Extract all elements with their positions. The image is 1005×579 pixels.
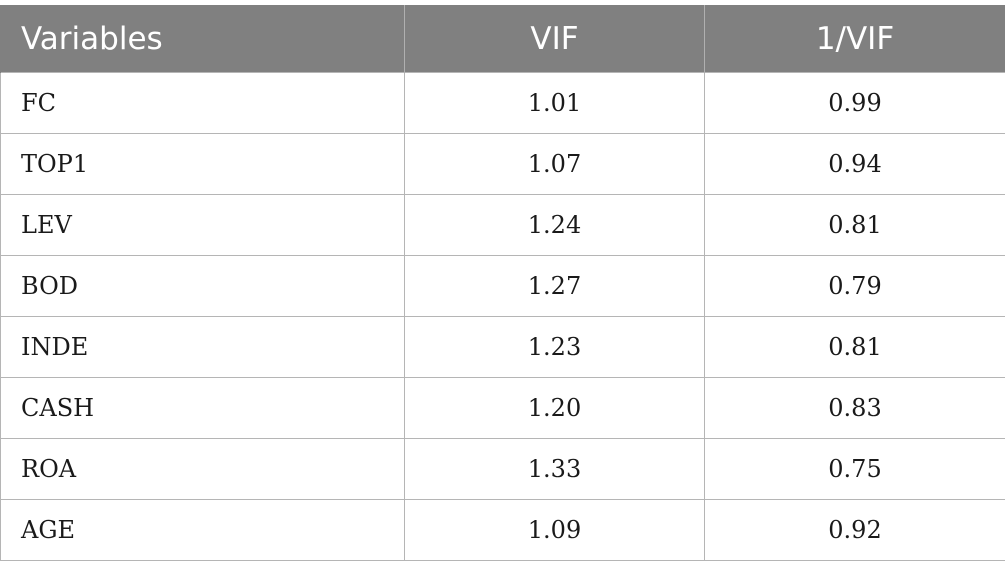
vif-table-container: Variables VIF 1/VIF FC 1.01 0.99 TOP1 1.… xyxy=(0,5,1005,561)
cell-inverse-vif: 0.92 xyxy=(704,499,1005,561)
cell-inverse-vif: 0.99 xyxy=(704,72,1005,134)
cell-variable: CASH xyxy=(0,377,405,439)
table-header: Variables VIF 1/VIF xyxy=(0,5,1005,73)
cell-variable: LEV xyxy=(0,194,405,256)
vif-table: Variables VIF 1/VIF FC 1.01 0.99 TOP1 1.… xyxy=(0,5,1005,561)
cell-inverse-vif: 0.75 xyxy=(704,438,1005,500)
table-body: FC 1.01 0.99 TOP1 1.07 0.94 LEV 1.24 0.8… xyxy=(0,72,1005,561)
table-row: CASH 1.20 0.83 xyxy=(0,377,1005,439)
cell-vif: 1.33 xyxy=(404,438,705,500)
cell-vif: 1.07 xyxy=(404,133,705,195)
cell-variable: BOD xyxy=(0,255,405,317)
header-variables: Variables xyxy=(0,5,405,73)
table-row: AGE 1.09 0.92 xyxy=(0,499,1005,561)
cell-variable: FC xyxy=(0,72,405,134)
cell-vif: 1.27 xyxy=(404,255,705,317)
cell-variable: TOP1 xyxy=(0,133,405,195)
cell-variable: INDE xyxy=(0,316,405,378)
table-row: BOD 1.27 0.79 xyxy=(0,255,1005,317)
table-row: LEV 1.24 0.81 xyxy=(0,194,1005,256)
cell-inverse-vif: 0.83 xyxy=(704,377,1005,439)
cell-inverse-vif: 0.81 xyxy=(704,316,1005,378)
cell-vif: 1.20 xyxy=(404,377,705,439)
table-row: TOP1 1.07 0.94 xyxy=(0,133,1005,195)
cell-vif: 1.24 xyxy=(404,194,705,256)
header-row: Variables VIF 1/VIF xyxy=(0,5,1005,73)
cell-variable: ROA xyxy=(0,438,405,500)
cell-inverse-vif: 0.94 xyxy=(704,133,1005,195)
cell-inverse-vif: 0.79 xyxy=(704,255,1005,317)
table-row: INDE 1.23 0.81 xyxy=(0,316,1005,378)
cell-vif: 1.09 xyxy=(404,499,705,561)
cell-vif: 1.23 xyxy=(404,316,705,378)
cell-inverse-vif: 0.81 xyxy=(704,194,1005,256)
header-vif: VIF xyxy=(404,5,705,73)
table-row: ROA 1.33 0.75 xyxy=(0,438,1005,500)
header-inverse-vif: 1/VIF xyxy=(704,5,1005,73)
cell-variable: AGE xyxy=(0,499,405,561)
table-row: FC 1.01 0.99 xyxy=(0,72,1005,134)
cell-vif: 1.01 xyxy=(404,72,705,134)
